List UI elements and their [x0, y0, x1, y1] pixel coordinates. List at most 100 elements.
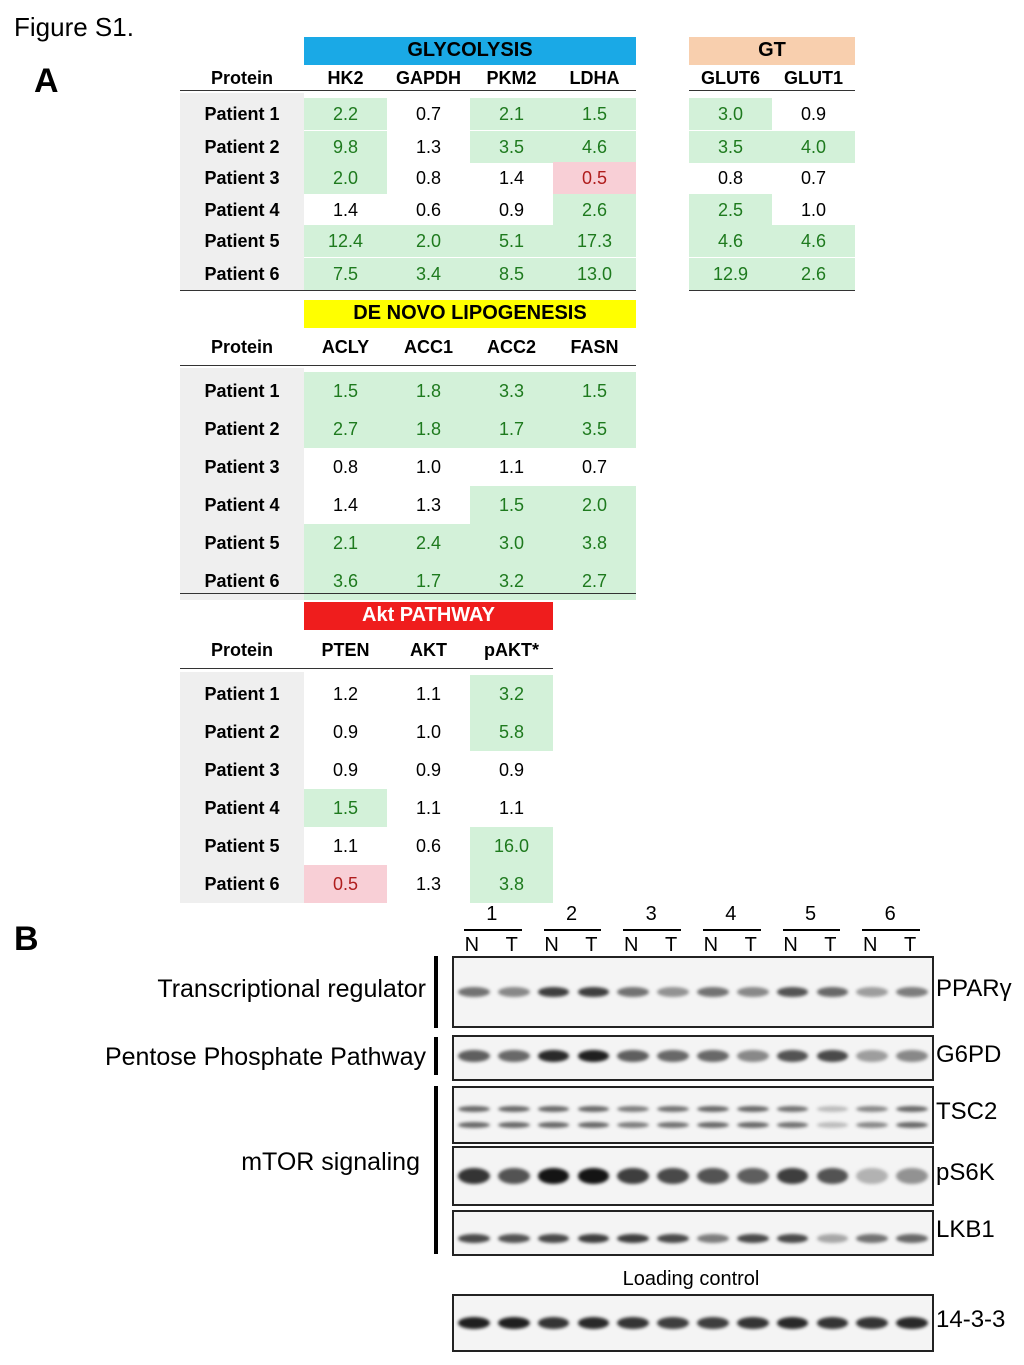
patient-label: Patient 3 [180, 162, 304, 194]
patient-label: Patient 2 [180, 131, 304, 163]
lane-label: N [624, 934, 639, 956]
lipogenesis-value-cell: 1.5 [553, 372, 636, 410]
lipogenesis-protein-header: Protein [210, 337, 273, 357]
blot-band [458, 1317, 490, 1329]
akt-value-cell: 1.5 [304, 789, 387, 827]
patient-label: Patient 5 [180, 524, 304, 562]
blot-band [537, 1105, 570, 1112]
blot-band [816, 1233, 849, 1243]
akt-col-header: PTEN [321, 640, 370, 660]
patient-label: Patient 6 [180, 865, 304, 903]
blot-band [657, 1105, 689, 1112]
blot-band [896, 1121, 928, 1128]
lipogenesis-value-cell: 1.1 [498, 457, 525, 477]
blot-band [537, 1233, 570, 1243]
blot-band [776, 1105, 809, 1112]
gt-value-cell: 2.5 [689, 194, 772, 226]
lane-group-number: 2 [565, 903, 578, 925]
akt-value-cell: 0.6 [415, 836, 442, 856]
blot-band [617, 1317, 650, 1329]
lipogenesis-value-cell: 3.2 [470, 562, 553, 600]
blot-band [816, 1317, 849, 1329]
blot-tsc2 [452, 1086, 934, 1144]
blot-band [856, 1233, 889, 1243]
blot-band [816, 1168, 849, 1184]
lane-label: T [505, 934, 518, 956]
lipogenesis-value-cell: 1.8 [387, 372, 470, 410]
lipogenesis-value-cell: 1.5 [304, 372, 387, 410]
lane-group-number: 3 [645, 903, 657, 925]
glycolysis-value-cell: 8.5 [470, 258, 553, 290]
blot-band [577, 1105, 610, 1112]
lipogenesis-value-cell: 3.0 [470, 524, 553, 562]
blot-band [896, 1168, 928, 1184]
lipogenesis-value-cell: 0.8 [332, 457, 359, 477]
blot-1433 [452, 1294, 934, 1352]
blot-ppar [452, 956, 934, 1028]
blot-band [736, 1049, 769, 1062]
lane-label: T [585, 934, 598, 956]
lane-group-number: 6 [884, 903, 896, 925]
lane-group-underline [703, 929, 761, 931]
akt-value-cell: 0.5 [304, 865, 387, 903]
glycolysis-value-cell: 9.8 [304, 131, 387, 163]
blot-band [537, 987, 570, 997]
blot-band [617, 1049, 650, 1062]
akt-value-cell: 16.0 [470, 827, 553, 865]
blot-band [697, 1168, 729, 1184]
gt-value-cell: 3.5 [689, 131, 772, 163]
blot-band [577, 1317, 610, 1329]
glycolysis-value-cell: 0.6 [415, 200, 442, 220]
akt-value-cell: 3.8 [470, 865, 553, 903]
patient-label: Patient 1 [180, 372, 304, 410]
glycolysis-col-header: LDHA [569, 68, 620, 88]
glycolysis-value-cell: 4.6 [553, 131, 636, 163]
gt-value-cell: 0.9 [800, 104, 827, 124]
blot-band [657, 1168, 689, 1184]
lane-group-underline [543, 929, 602, 931]
blot-band [736, 1317, 769, 1329]
lipogenesis-value-cell: 3.6 [304, 562, 387, 600]
akt-value-cell: 1.2 [332, 684, 359, 704]
patient-label: Patient 2 [180, 410, 304, 448]
blot-band [497, 1233, 530, 1243]
blot-ps6k [452, 1146, 934, 1206]
category-mtor-signaling: mTOR signaling [241, 1148, 420, 1176]
patient-label: Patient 4 [180, 194, 304, 226]
blot-band [458, 1049, 490, 1062]
gt-bottom-rule [689, 290, 855, 291]
akt-value-cell: 0.9 [332, 722, 359, 742]
blot-band [497, 1105, 530, 1112]
blot-band [776, 1121, 809, 1128]
patient-label: Patient 5 [180, 827, 304, 865]
blot-band [776, 1317, 809, 1329]
blot-band [896, 1049, 928, 1062]
category-transcriptional-regulator: Transcriptional regulator [157, 975, 426, 1003]
glycolysis-value-cell: 12.4 [304, 225, 387, 257]
glycolysis-value-cell: 1.4 [332, 200, 359, 220]
glycolysis-value-cell: 0.8 [415, 168, 442, 188]
blot-lkb1 [452, 1210, 934, 1256]
bracket-pentose [434, 1037, 438, 1075]
blot-band [697, 1121, 729, 1128]
akt-value-cell: 5.8 [470, 713, 553, 751]
blot-band [617, 1121, 650, 1128]
patient-label: Patient 1 [180, 675, 304, 713]
akt-protein-header: Protein [210, 640, 273, 660]
blot-target-label: 14-3-3 [936, 1306, 1006, 1333]
akt-col-header: pAKT* [484, 640, 539, 660]
patient-label: Patient 3 [180, 751, 304, 789]
lane-label: N [464, 934, 480, 956]
blot-band [617, 1105, 650, 1112]
lane-label: T [903, 934, 917, 956]
blot-band [577, 1049, 610, 1062]
blot-band [816, 1049, 849, 1062]
lipogenesis-bottom-rule [180, 593, 636, 594]
blot-band [776, 1049, 809, 1062]
blot-band [497, 1168, 530, 1184]
blot-band [856, 1121, 889, 1128]
blot-band [537, 1121, 570, 1128]
akt-value-cell: 1.1 [415, 798, 442, 818]
glycolysis-col-header: GAPDH [395, 68, 461, 88]
glycolysis-value-cell: 0.9 [498, 200, 525, 220]
